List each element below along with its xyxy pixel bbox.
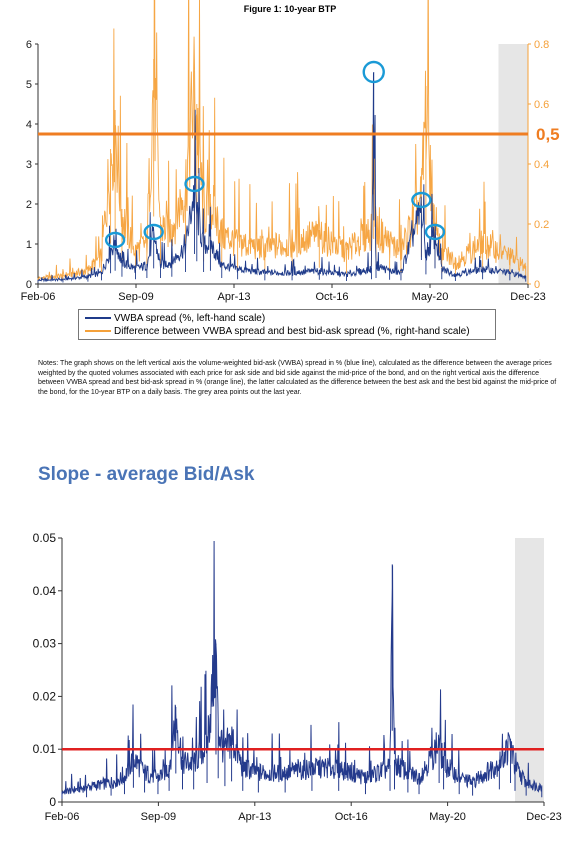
chart2-y-tick-label: 0.05 xyxy=(33,531,57,545)
chart2-x-tick-label: Apr-13 xyxy=(238,811,271,823)
chart1-highlight-circle xyxy=(424,223,446,241)
figure-title: Figure 1: 10-year BTP xyxy=(243,4,337,14)
chart-notes: Notes: The graph shows on the left verti… xyxy=(38,360,557,396)
chart2-series-slope xyxy=(61,540,543,799)
chart2-x-tick-label: Feb-06 xyxy=(45,811,80,823)
chart1-highlight-circle xyxy=(143,223,164,241)
chart2-y-tick-label: 0 xyxy=(49,795,56,809)
chart2-x-tick-label: Dec-23 xyxy=(526,811,561,823)
legend-item-vwba: VWBA spread (%, left-hand scale) xyxy=(85,312,265,325)
legend-label-difference: Difference between VWBA spread and best … xyxy=(114,326,470,337)
chart1-left-tick-label: 6 xyxy=(26,39,32,51)
chart1-x-tick-label: May-20 xyxy=(412,291,449,303)
chart1-x-tick-label: Apr-13 xyxy=(217,291,250,303)
chart1-x-tick-label: Oct-16 xyxy=(315,291,348,303)
chart2-x-tick-label: Sep-09 xyxy=(141,811,176,823)
chart2-y-tick-label: 0.03 xyxy=(33,637,57,651)
chart1-shaded-last-year xyxy=(498,44,528,284)
legend-label-vwba: VWBA spread (%, left-hand scale) xyxy=(114,313,266,324)
legend-item-difference: Difference between VWBA spread and best … xyxy=(85,325,470,338)
chart1-x-tick-label: Feb-06 xyxy=(21,291,56,303)
chart1-left-tick-label: 1 xyxy=(26,239,32,251)
chart1-left-tick-label: 2 xyxy=(26,199,32,211)
chart1-threshold-label: 0,5 xyxy=(536,125,560,144)
chart1-series-vwba xyxy=(37,72,527,283)
chart1-left-tick-label: 5 xyxy=(26,79,32,91)
chart1-right-tick-label: 0.6 xyxy=(534,99,549,111)
chart2-shaded-last-year xyxy=(514,538,544,802)
chart1-x-tick-label: Sep-09 xyxy=(118,291,153,303)
chart1-left-tick-label: 4 xyxy=(26,119,32,131)
chart1-x-tick-label: Dec-23 xyxy=(510,291,545,303)
chart2-x-tick-label: Oct-16 xyxy=(335,811,368,823)
slope-title: Slope - average Bid/Ask xyxy=(38,464,255,485)
chart1-highlight-circle xyxy=(362,60,385,84)
chart1-highlight-circle xyxy=(411,191,432,209)
chart1-right-tick-label: 0.2 xyxy=(534,219,549,231)
chart2-y-tick-label: 0.01 xyxy=(33,742,57,756)
chart1-right-tick-label: 0.8 xyxy=(534,39,549,51)
legend-swatch-blue xyxy=(85,317,111,320)
legend-swatch-orange xyxy=(85,330,111,333)
chart1-left-tick-label: 3 xyxy=(26,159,32,171)
chart2-y-tick-label: 0.04 xyxy=(33,584,57,598)
chart1-highlight-circle xyxy=(104,231,126,249)
chart2-x-tick-label: May-20 xyxy=(429,811,466,823)
chart1-highlight-circle xyxy=(184,175,205,193)
chart-legend: VWBA spread (%, left-hand scale) Differe… xyxy=(78,309,496,340)
chart1-left-tick-label: 0 xyxy=(26,279,32,291)
chart1-right-tick-label: 0.4 xyxy=(534,159,549,171)
chart-10y-btp: 0 1 2 3 4 5 6 0 0.2 0.4 0.6 0.8 Feb-06 Sep-09 Apr-13 Oc… xyxy=(21,0,560,303)
chart1-right-tick-label: 0 xyxy=(534,279,540,291)
chart2-y-tick-label: 0.02 xyxy=(33,689,57,703)
